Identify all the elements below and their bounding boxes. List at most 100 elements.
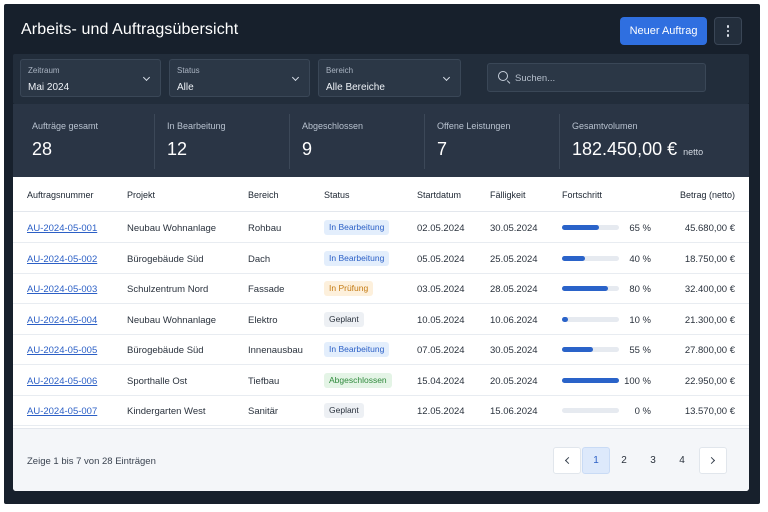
period-select-value: Mai 2024 [28, 82, 70, 93]
progress-bar [562, 316, 619, 322]
status-select-value: Alle [177, 82, 194, 93]
progress-percent: 65 % [629, 223, 651, 234]
status-badge: Geplant [324, 311, 364, 327]
search-input[interactable] [515, 69, 695, 87]
stat-label: Abgeschlossen [302, 121, 364, 131]
more-menu-button[interactable] [714, 17, 742, 45]
search-box[interactable] [487, 63, 706, 92]
progress-bar [562, 347, 619, 352]
order-number-link[interactable]: AU-2024-05-004 [27, 314, 98, 326]
order-number-link[interactable]: AU-2024-05-002 [27, 253, 98, 265]
divider [289, 114, 290, 169]
progress-percent: 0 % [634, 406, 651, 417]
start-date-cell: 12.05.2024 [417, 406, 465, 417]
area-cell: Elektro [248, 314, 278, 326]
project-cell: Bürogebäude Süd [127, 253, 204, 265]
column-header-amount[interactable]: Betrag (netto) [679, 190, 735, 200]
period-select-label: Zeitraum [28, 66, 60, 75]
due-date-cell: 10.06.2024 [490, 314, 538, 326]
next-page-button[interactable] [699, 447, 727, 474]
status-select[interactable]: Status Alle [169, 59, 310, 97]
page-header: Arbeits- und Auftragsübersicht Neuer Auf… [4, 4, 760, 54]
area-cell: Tiefbau [248, 375, 280, 387]
column-header-progress[interactable]: Fortschritt [562, 190, 603, 200]
stat-value: 7 [437, 139, 448, 159]
new-order-button[interactable]: Neuer Auftrag [620, 17, 707, 45]
start-date-cell: 10.05.2024 [417, 314, 465, 326]
order-number-link[interactable]: AU-2024-05-001 [27, 223, 98, 234]
area-cell: Innenausbau [248, 345, 303, 356]
progress-bar-fill [562, 225, 600, 230]
divider [559, 114, 560, 169]
start-date-cell: 03.05.2024 [417, 284, 465, 295]
start-date-cell: 07.05.2024 [417, 345, 465, 356]
progress-percent: 80 % [629, 284, 651, 295]
column-header-status[interactable]: Status [324, 190, 350, 200]
stat-value-suffix: netto [683, 147, 704, 157]
start-date-cell: 02.05.2024 [417, 223, 465, 234]
chevron-down-icon [142, 73, 151, 82]
project-cell: Neubau Wohnanlage [127, 314, 217, 326]
progress-bar [562, 286, 619, 291]
table-row[interactable]: AU-2024-05-003 Schulzentrum Nord Fassade In… [13, 274, 749, 304]
progress-bar [562, 377, 619, 383]
table-row[interactable]: AU-2024-05-007 Kindergarten West Sanitär Ge… [13, 396, 749, 426]
due-date-cell: 20.05.2024 [490, 375, 538, 387]
table-row[interactable]: AU-2024-05-006 Sporthalle Ost Tiefbau Abges… [13, 366, 749, 396]
chevron-down-icon [442, 73, 451, 82]
order-number-link[interactable]: AU-2024-05-006 [27, 375, 98, 387]
page-button-4[interactable]: 4 [679, 455, 685, 466]
stat-label: In Bearbeitung [167, 121, 226, 131]
stats-panel: Aufträge gesamt 28 In Bearbeitung 12 Abg… [13, 104, 749, 177]
column-header-project[interactable]: Projekt [127, 190, 156, 200]
due-date-cell: 30.05.2024 [490, 345, 538, 356]
prev-page-button[interactable] [553, 447, 581, 474]
project-cell: Schulzentrum Nord [127, 284, 209, 295]
order-number-link[interactable]: AU-2024-05-005 [27, 345, 98, 356]
column-header-order-number[interactable]: Auftragsnummer [27, 190, 94, 200]
table-row[interactable]: AU-2024-05-001 Neubau Wohnanlage Rohbau In … [13, 213, 749, 243]
progress-percent: 40 % [629, 253, 651, 265]
chevron-right-icon [707, 456, 716, 465]
due-date-cell: 28.05.2024 [490, 284, 538, 295]
area-select[interactable]: Bereich Alle Bereiche [318, 59, 461, 97]
project-cell: Sporthalle Ost [127, 375, 188, 387]
page-button-1[interactable]: 1 [582, 447, 610, 474]
filter-bar: Zeitraum Mai 2024 Status Alle Bereich Al… [13, 54, 749, 104]
search-icon [498, 71, 508, 81]
stat-value: 9 [302, 139, 313, 159]
order-number-link[interactable]: AU-2024-05-007 [27, 406, 98, 417]
progress-percent: 10 % [629, 314, 651, 326]
column-header-area[interactable]: Bereich [248, 190, 279, 200]
table-row[interactable]: AU-2024-05-005 Bürogebäude Süd Innenausbau… [13, 335, 749, 365]
orders-table: Auftragsnummer Projekt Bereich Status St… [13, 177, 749, 491]
progress-bar-fill [562, 286, 608, 291]
table-row[interactable]: AU-2024-05-002 Bürogebäude Süd Dach In Bear… [13, 244, 749, 274]
project-cell: Kindergarten West [127, 406, 206, 417]
pagination-summary: Zeige 1 bis 7 von 28 Einträgen [27, 456, 156, 467]
divider [424, 114, 425, 169]
area-cell: Dach [248, 253, 271, 265]
column-header-start-date[interactable]: Startdatum [417, 190, 462, 200]
area-cell: Sanitär [248, 406, 279, 417]
progress-bar-fill [562, 255, 585, 261]
amount-cell: 27.800,00 € [684, 345, 735, 356]
status-badge: In Bearbeitung [324, 220, 390, 235]
stat-label: Aufträge gesamt [32, 121, 99, 131]
stat-value: 182.450,00 € netto [572, 139, 703, 160]
stat-value-amount: 182.450,00 € [572, 139, 678, 159]
amount-cell: 45.680,00 € [684, 223, 735, 234]
vertical-dots-icon [726, 25, 730, 28]
due-date-cell: 30.05.2024 [490, 223, 538, 234]
progress-percent: 100 % [624, 375, 651, 387]
start-date-cell: 05.05.2024 [417, 253, 465, 265]
table-footer: Zeige 1 bis 7 von 28 Einträgen 1 2 3 4 [13, 428, 749, 491]
period-select[interactable]: Zeitraum Mai 2024 [20, 59, 161, 97]
page-button-2[interactable]: 2 [621, 455, 627, 466]
table-row[interactable]: AU-2024-05-004 Neubau Wohnanlage Elektro Ge… [13, 305, 749, 335]
order-number-link[interactable]: AU-2024-05-003 [27, 284, 98, 295]
page-button-3[interactable]: 3 [650, 455, 656, 466]
area-select-label: Bereich [326, 66, 354, 75]
column-header-due-date[interactable]: Fälligkeit [490, 190, 526, 200]
status-select-label: Status [177, 66, 200, 75]
